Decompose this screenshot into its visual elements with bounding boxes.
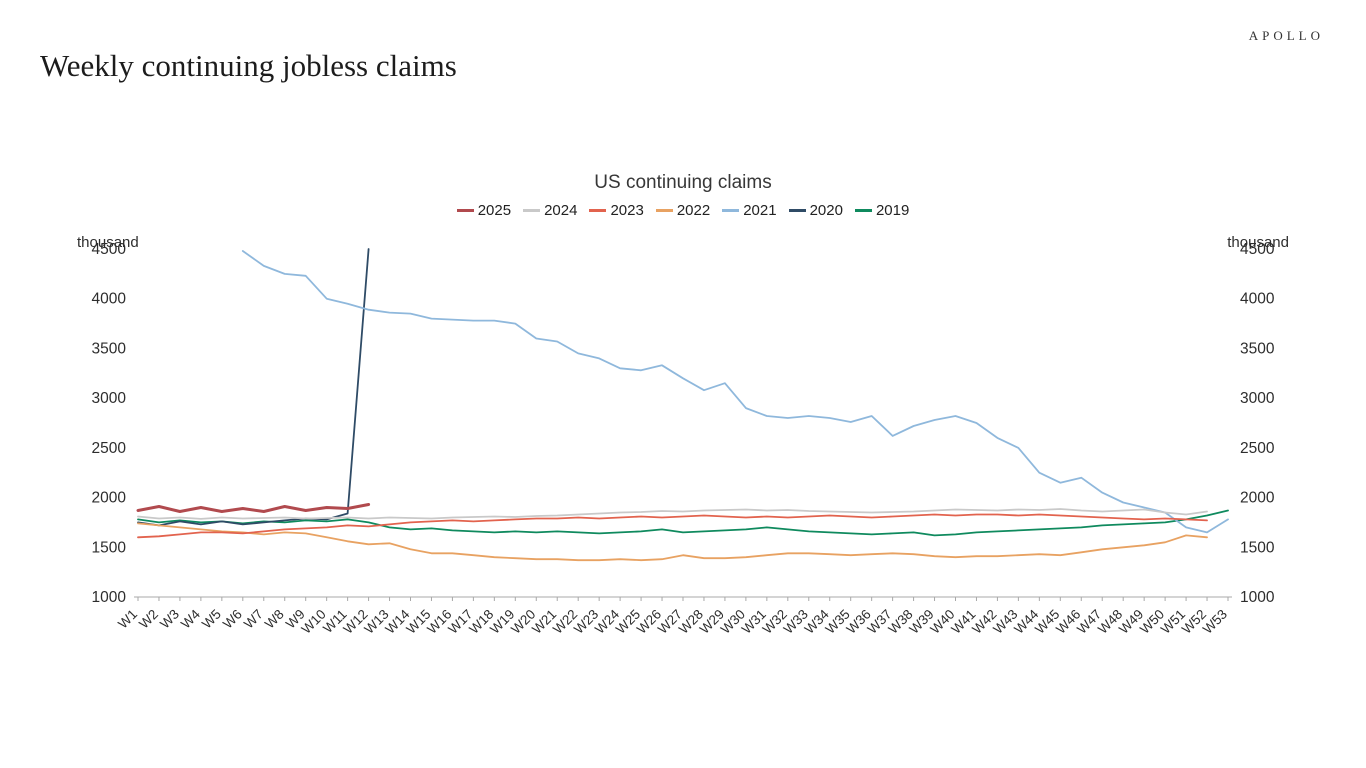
series-line-2020: [137, 248, 370, 527]
chart-title: US continuing claims: [594, 172, 772, 193]
legend-label-2023: 2023: [610, 202, 644, 219]
legend-label-2025: 2025: [477, 202, 512, 219]
x-tick-label: W7: [241, 607, 266, 632]
legend-label-2024: 2024: [544, 202, 578, 219]
legend-swatch-2022: [655, 209, 673, 212]
legend-swatch-2024: [523, 209, 541, 212]
brand-logo: APOLLO: [1248, 28, 1324, 43]
x-tick-label: W2: [136, 607, 161, 632]
y-tick-label-right: 2000: [1240, 490, 1275, 507]
series-line-2021: [241, 250, 1229, 534]
legend-swatch-2019: [854, 209, 872, 212]
x-tick-label: W3: [157, 607, 182, 632]
x-tick-label: W5: [199, 607, 224, 632]
y-tick-label-right: 3500: [1240, 340, 1275, 357]
y-tick-label-right: 2500: [1240, 440, 1275, 457]
series-line-2025: [136, 503, 371, 513]
y-tick-label-left: 4500: [92, 241, 127, 258]
x-tick-label: W4: [178, 606, 203, 631]
page-title: Weekly continuing jobless claims: [40, 48, 457, 83]
x-tick-label: W6: [220, 607, 245, 632]
y-axis-unit-right: thousand: [1227, 234, 1289, 251]
legend-item-2022: 2022: [655, 202, 711, 219]
legend-swatch-2021: [722, 209, 740, 212]
legend-item-2020: 2020: [788, 202, 843, 219]
y-tick-label-left: 1500: [92, 539, 127, 556]
y-tick-label-left: 4000: [92, 291, 127, 308]
legend-swatch-2025: [456, 209, 474, 212]
legend-label-2019: 2019: [875, 202, 910, 219]
chart-container: US continuing claims 2025 2024 2023 2022 202…: [63, 172, 1303, 695]
y-tick-label-right: 1000: [1240, 589, 1275, 606]
legend-label-2022: 2022: [676, 202, 711, 219]
legend-item-2025: 2025: [456, 202, 512, 219]
x-tick-label: W53: [1200, 607, 1230, 637]
legend-label-2021: 2021: [743, 202, 777, 219]
series-line-2023: [137, 513, 1208, 539]
y-tick-label-left: 3000: [92, 390, 127, 407]
y-tick-label-right: 4500: [1240, 241, 1275, 258]
y-axis-unit-left: thousand: [77, 234, 139, 251]
y-tick-label-right: 1500: [1240, 539, 1275, 556]
x-tick-label: W8: [262, 607, 287, 632]
y-tick-label-right: 3000: [1240, 390, 1275, 407]
y-tick-label-left: 3500: [92, 340, 127, 357]
y-tick-label-left: 2000: [92, 490, 127, 507]
y-tick-label-right: 4000: [1240, 291, 1275, 308]
y-tick-label-left: 2500: [92, 440, 127, 457]
legend-item-2021: 2021: [722, 202, 777, 219]
legend-item-2023: 2023: [589, 202, 644, 219]
series-line-2019: [137, 509, 1229, 537]
series-line-2022: [137, 522, 1208, 562]
legend-item-2024: 2024: [523, 202, 577, 219]
y-tick-label-left: 1000: [92, 589, 127, 606]
legend-swatch-2023: [589, 209, 607, 212]
series-line-2024: [137, 508, 1208, 520]
legend-item-2019: 2019: [854, 202, 910, 219]
x-tick-label: W1: [115, 607, 140, 632]
chart-legend: 2025 2024 2023 2022 2021 2020 2019: [63, 202, 1303, 219]
legend-label-2020: 2020: [809, 202, 843, 219]
legend-swatch-2020: [788, 209, 806, 212]
line-chart: 1000 1000 1500 1500 2000 2000 2500 2500 3000 3000…: [92, 241, 1275, 637]
